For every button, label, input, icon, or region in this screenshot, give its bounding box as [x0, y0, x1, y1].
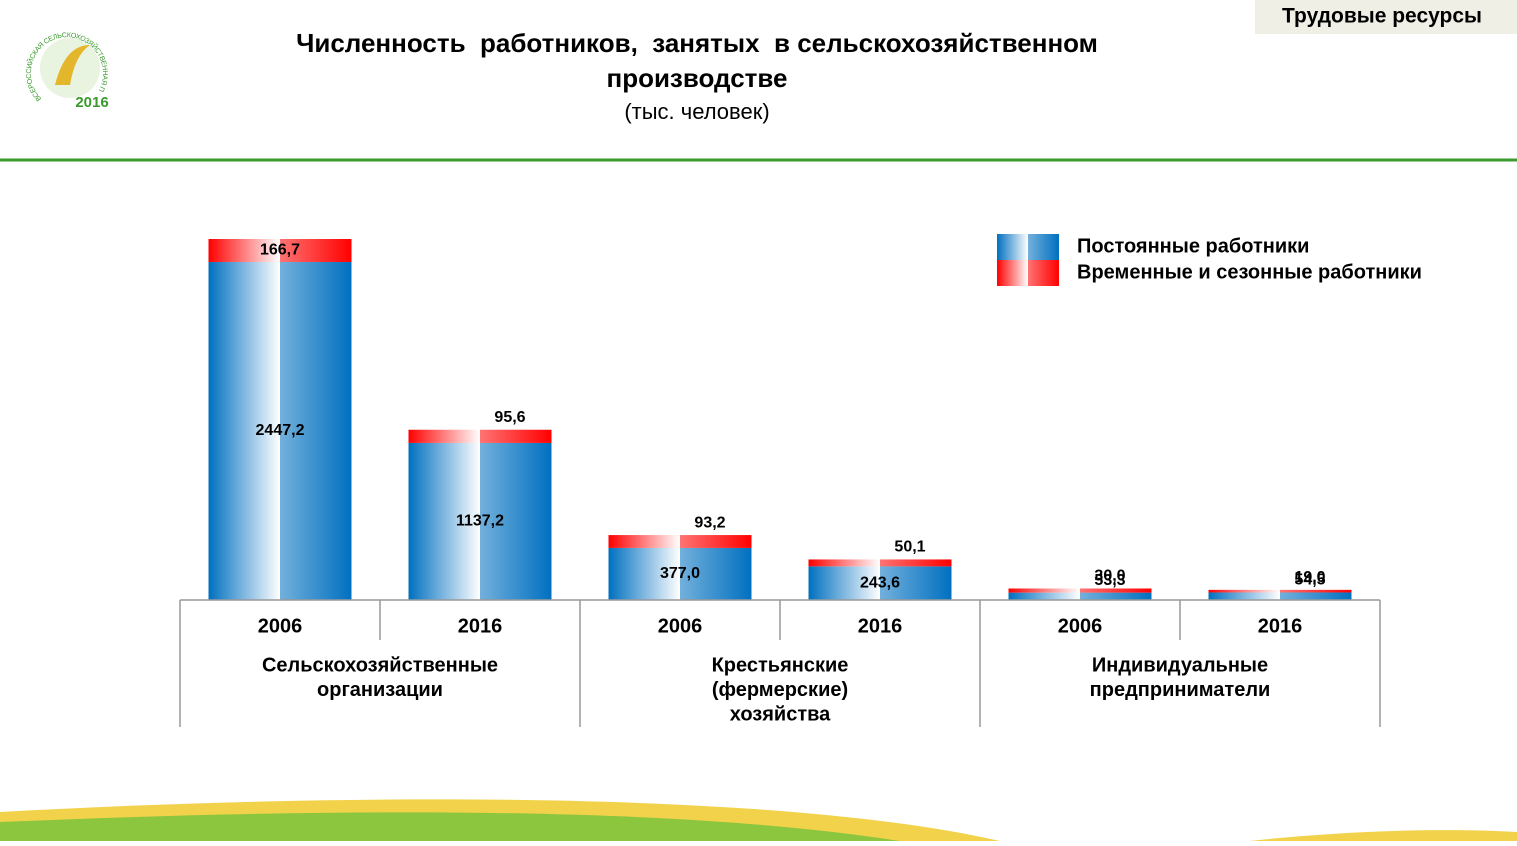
value-label: 53,3	[1094, 572, 1125, 589]
legend-swatch	[997, 234, 1059, 260]
x-tick-label: 2016	[458, 615, 503, 637]
x-tick-label: 2006	[658, 615, 703, 637]
group-label: предприниматели	[1090, 679, 1271, 701]
bar-segment	[1208, 589, 1352, 593]
value-label: 50,1	[894, 539, 925, 556]
value-label: 2447,2	[256, 422, 305, 439]
group-label: хозяйства	[730, 703, 831, 725]
bar-segment	[1008, 592, 1152, 600]
group-label: Индивидуальные	[1092, 654, 1268, 676]
chart-title: производстве	[606, 63, 787, 93]
swoosh	[1250, 830, 1517, 841]
bar-segment	[608, 535, 752, 548]
bar-segment	[1008, 588, 1152, 593]
bar-segment	[608, 547, 752, 600]
legend-swatch	[997, 260, 1059, 286]
section-title: Трудовые ресурсы	[1282, 5, 1482, 28]
group-label: Крестьянские	[712, 654, 849, 676]
group-label: (фермерские)	[712, 679, 848, 701]
logo-wheat	[55, 45, 90, 85]
group-label: организации	[317, 679, 443, 701]
x-tick-label: 2006	[1058, 615, 1103, 637]
bar-segment	[208, 239, 352, 263]
chart-subtitle: (тыс. человек)	[624, 99, 769, 124]
footer-swoosh	[0, 799, 1517, 841]
value-label: 377,0	[660, 565, 700, 582]
value-label: 1137,2	[456, 513, 504, 530]
logo: ВСЕРОССИЙСКАЯ СЕЛЬСКОХОЗЯЙСТВЕННАЯ ПЕРЕП…	[0, 0, 109, 111]
group-label: Сельскохозяйственные	[262, 654, 498, 676]
value-label: 93,2	[694, 514, 725, 531]
bar-segment	[808, 566, 952, 600]
swoosh	[0, 812, 900, 841]
x-tick-label: 2016	[1258, 615, 1303, 637]
value-label: 30,0	[1094, 568, 1125, 585]
legend-label: Временные и сезонные работники	[1077, 261, 1422, 283]
value-label: 95,6	[494, 409, 525, 426]
x-tick-label: 2016	[858, 615, 903, 637]
x-tick-label: 2006	[258, 615, 303, 637]
value-label: 243,6	[860, 574, 900, 591]
bar-segment	[1208, 592, 1352, 600]
chart-title: Численность работников, занятых в сельск…	[296, 28, 1098, 58]
legend-label: Постоянные работники	[1077, 235, 1309, 257]
value-label: 166,7	[260, 242, 300, 259]
bar-segment	[408, 442, 552, 600]
logo-year: 2016	[75, 94, 108, 111]
bar-segment	[808, 559, 952, 567]
value-label: 19,0	[1294, 569, 1325, 586]
bar-segment	[208, 262, 352, 600]
value-label: 54,5	[1294, 572, 1325, 589]
bar-segment	[408, 429, 552, 443]
section-box	[1255, 0, 1517, 34]
